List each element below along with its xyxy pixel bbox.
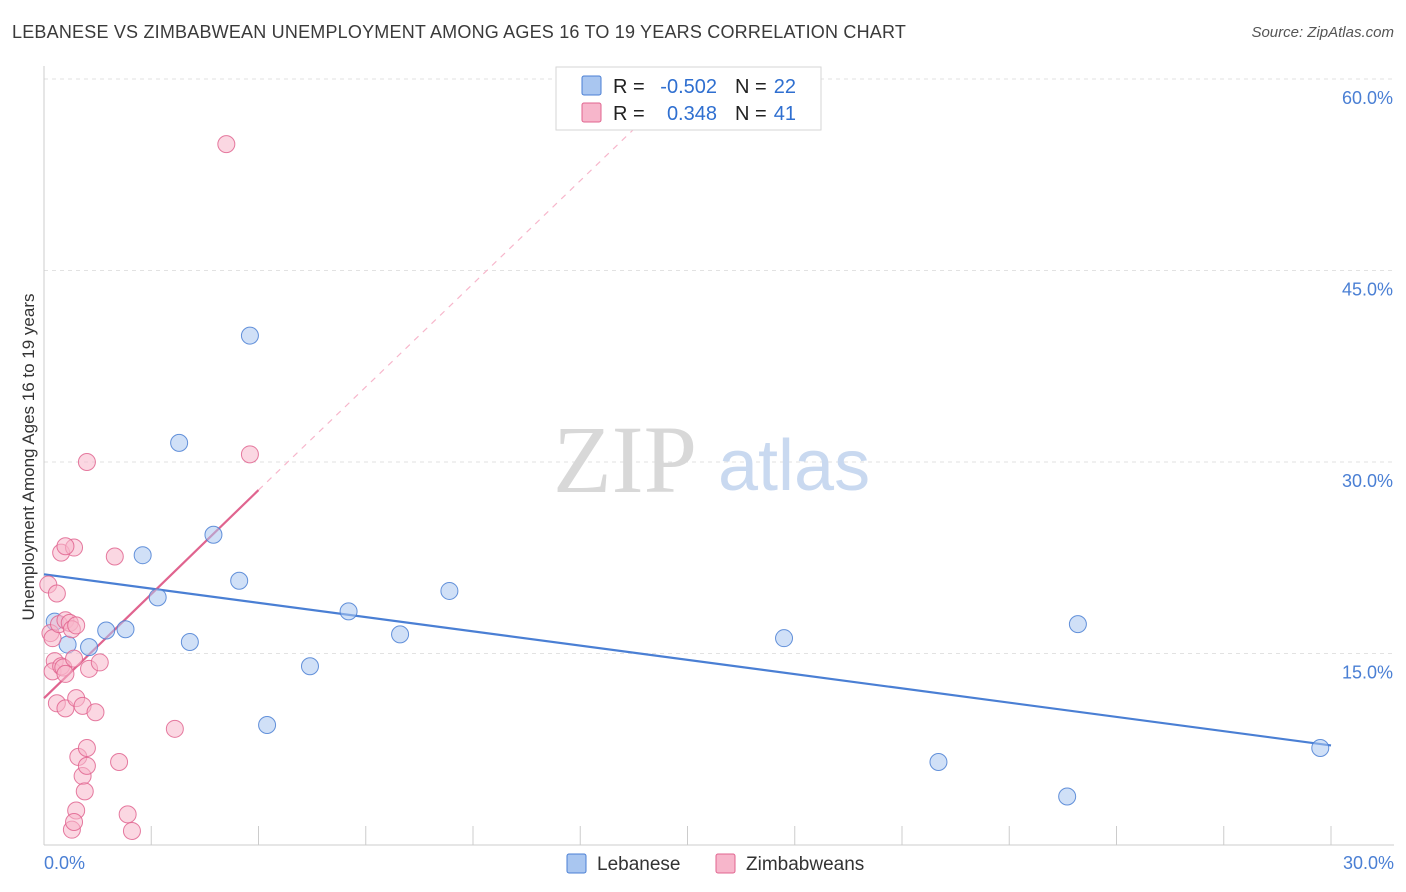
y-tick-labels: 15.0% 30.0% 45.0% 60.0% [1342, 88, 1393, 683]
data-points [39, 135, 1330, 840]
legend: R = -0.502 N = 22 R = 0.348 N = 41 [555, 66, 822, 131]
legend-r-label-zimbabweans: R = [613, 103, 645, 125]
point-zimbabweans [105, 547, 124, 566]
watermark-zip: ZIP [553, 406, 697, 513]
point-lebanese [97, 621, 116, 640]
legend-n-value-zimbabweans: 41 [774, 103, 796, 125]
legend-n-label-lebanese: N = [735, 76, 767, 98]
point-zimbabweans [90, 653, 109, 672]
point-lebanese [391, 625, 410, 644]
legend-n-value-lebanese: 22 [774, 76, 796, 98]
axes [43, 66, 1394, 846]
point-zimbabweans [77, 453, 96, 471]
point-lebanese [1311, 738, 1330, 757]
point-lebanese [339, 602, 358, 621]
legend-swatch-zimbabweans [581, 102, 602, 123]
bottom-legend-label-zimbabweans: Zimbabweans [746, 854, 864, 875]
point-lebanese [230, 571, 249, 590]
trend-line-lebanese [43, 573, 1332, 747]
y-tick-label-60: 60.0% [1342, 88, 1393, 108]
watermark: ZIP atlas [553, 406, 870, 513]
point-lebanese [133, 546, 152, 565]
point-lebanese [440, 581, 459, 600]
point-lebanese [929, 753, 948, 772]
x-tick-labels: 0.0% 30.0% [44, 853, 1394, 873]
point-lebanese [80, 638, 99, 657]
point-lebanese [180, 633, 199, 652]
point-lebanese [1068, 615, 1087, 634]
gridlines [44, 78, 1394, 654]
point-lebanese [170, 433, 189, 452]
point-zimbabweans [65, 813, 84, 832]
point-zimbabweans [65, 649, 84, 668]
point-lebanese [240, 326, 259, 345]
point-lebanese [258, 715, 277, 734]
y-tick-label-15: 15.0% [1342, 663, 1393, 683]
chart-title: LEBANESE VS ZIMBABWEAN UNEMPLOYMENT AMON… [12, 22, 907, 42]
point-zimbabweans [75, 782, 94, 801]
point-zimbabweans [165, 719, 184, 738]
y-tick-label-30: 30.0% [1342, 471, 1393, 491]
legend-n-label-zimbabweans: N = [735, 103, 767, 125]
point-zimbabweans [110, 753, 129, 772]
y-tick-label-45: 45.0% [1342, 280, 1393, 300]
point-zimbabweans [217, 135, 236, 154]
bottom-legend: Lebanese Zimbabweans [566, 853, 864, 875]
bottom-legend-swatch-lebanese [566, 853, 587, 874]
trend-extension-zimbabweans [258, 97, 667, 491]
point-zimbabweans [56, 537, 75, 556]
legend-r-value-lebanese: -0.502 [660, 76, 717, 98]
bottom-legend-swatch-zimbabweans [715, 853, 736, 874]
point-zimbabweans [118, 805, 137, 824]
point-lebanese [204, 525, 223, 544]
watermark-atlas: atlas [718, 426, 870, 506]
point-lebanese [116, 620, 135, 639]
point-lebanese [775, 629, 794, 648]
bottom-legend-label-lebanese: Lebanese [597, 854, 680, 875]
point-zimbabweans [67, 616, 86, 635]
legend-r-label-lebanese: R = [613, 76, 645, 98]
point-zimbabweans [47, 584, 66, 603]
point-zimbabweans [56, 664, 75, 683]
point-lebanese [300, 657, 319, 676]
x-ticks [43, 826, 1332, 845]
point-zimbabweans [86, 703, 105, 722]
point-lebanese [1058, 787, 1077, 806]
point-zimbabweans [122, 821, 141, 840]
point-zimbabweans [77, 756, 96, 775]
point-lebanese [148, 588, 167, 607]
point-zimbabweans [77, 738, 96, 757]
x-tick-label-min: 0.0% [44, 853, 85, 873]
point-zimbabweans [240, 445, 259, 464]
legend-r-value-zimbabweans: 0.348 [667, 103, 717, 125]
legend-swatch-lebanese [581, 75, 602, 96]
x-tick-label-max: 30.0% [1343, 853, 1394, 873]
chart-source: Source: ZipAtlas.com [1251, 24, 1394, 41]
